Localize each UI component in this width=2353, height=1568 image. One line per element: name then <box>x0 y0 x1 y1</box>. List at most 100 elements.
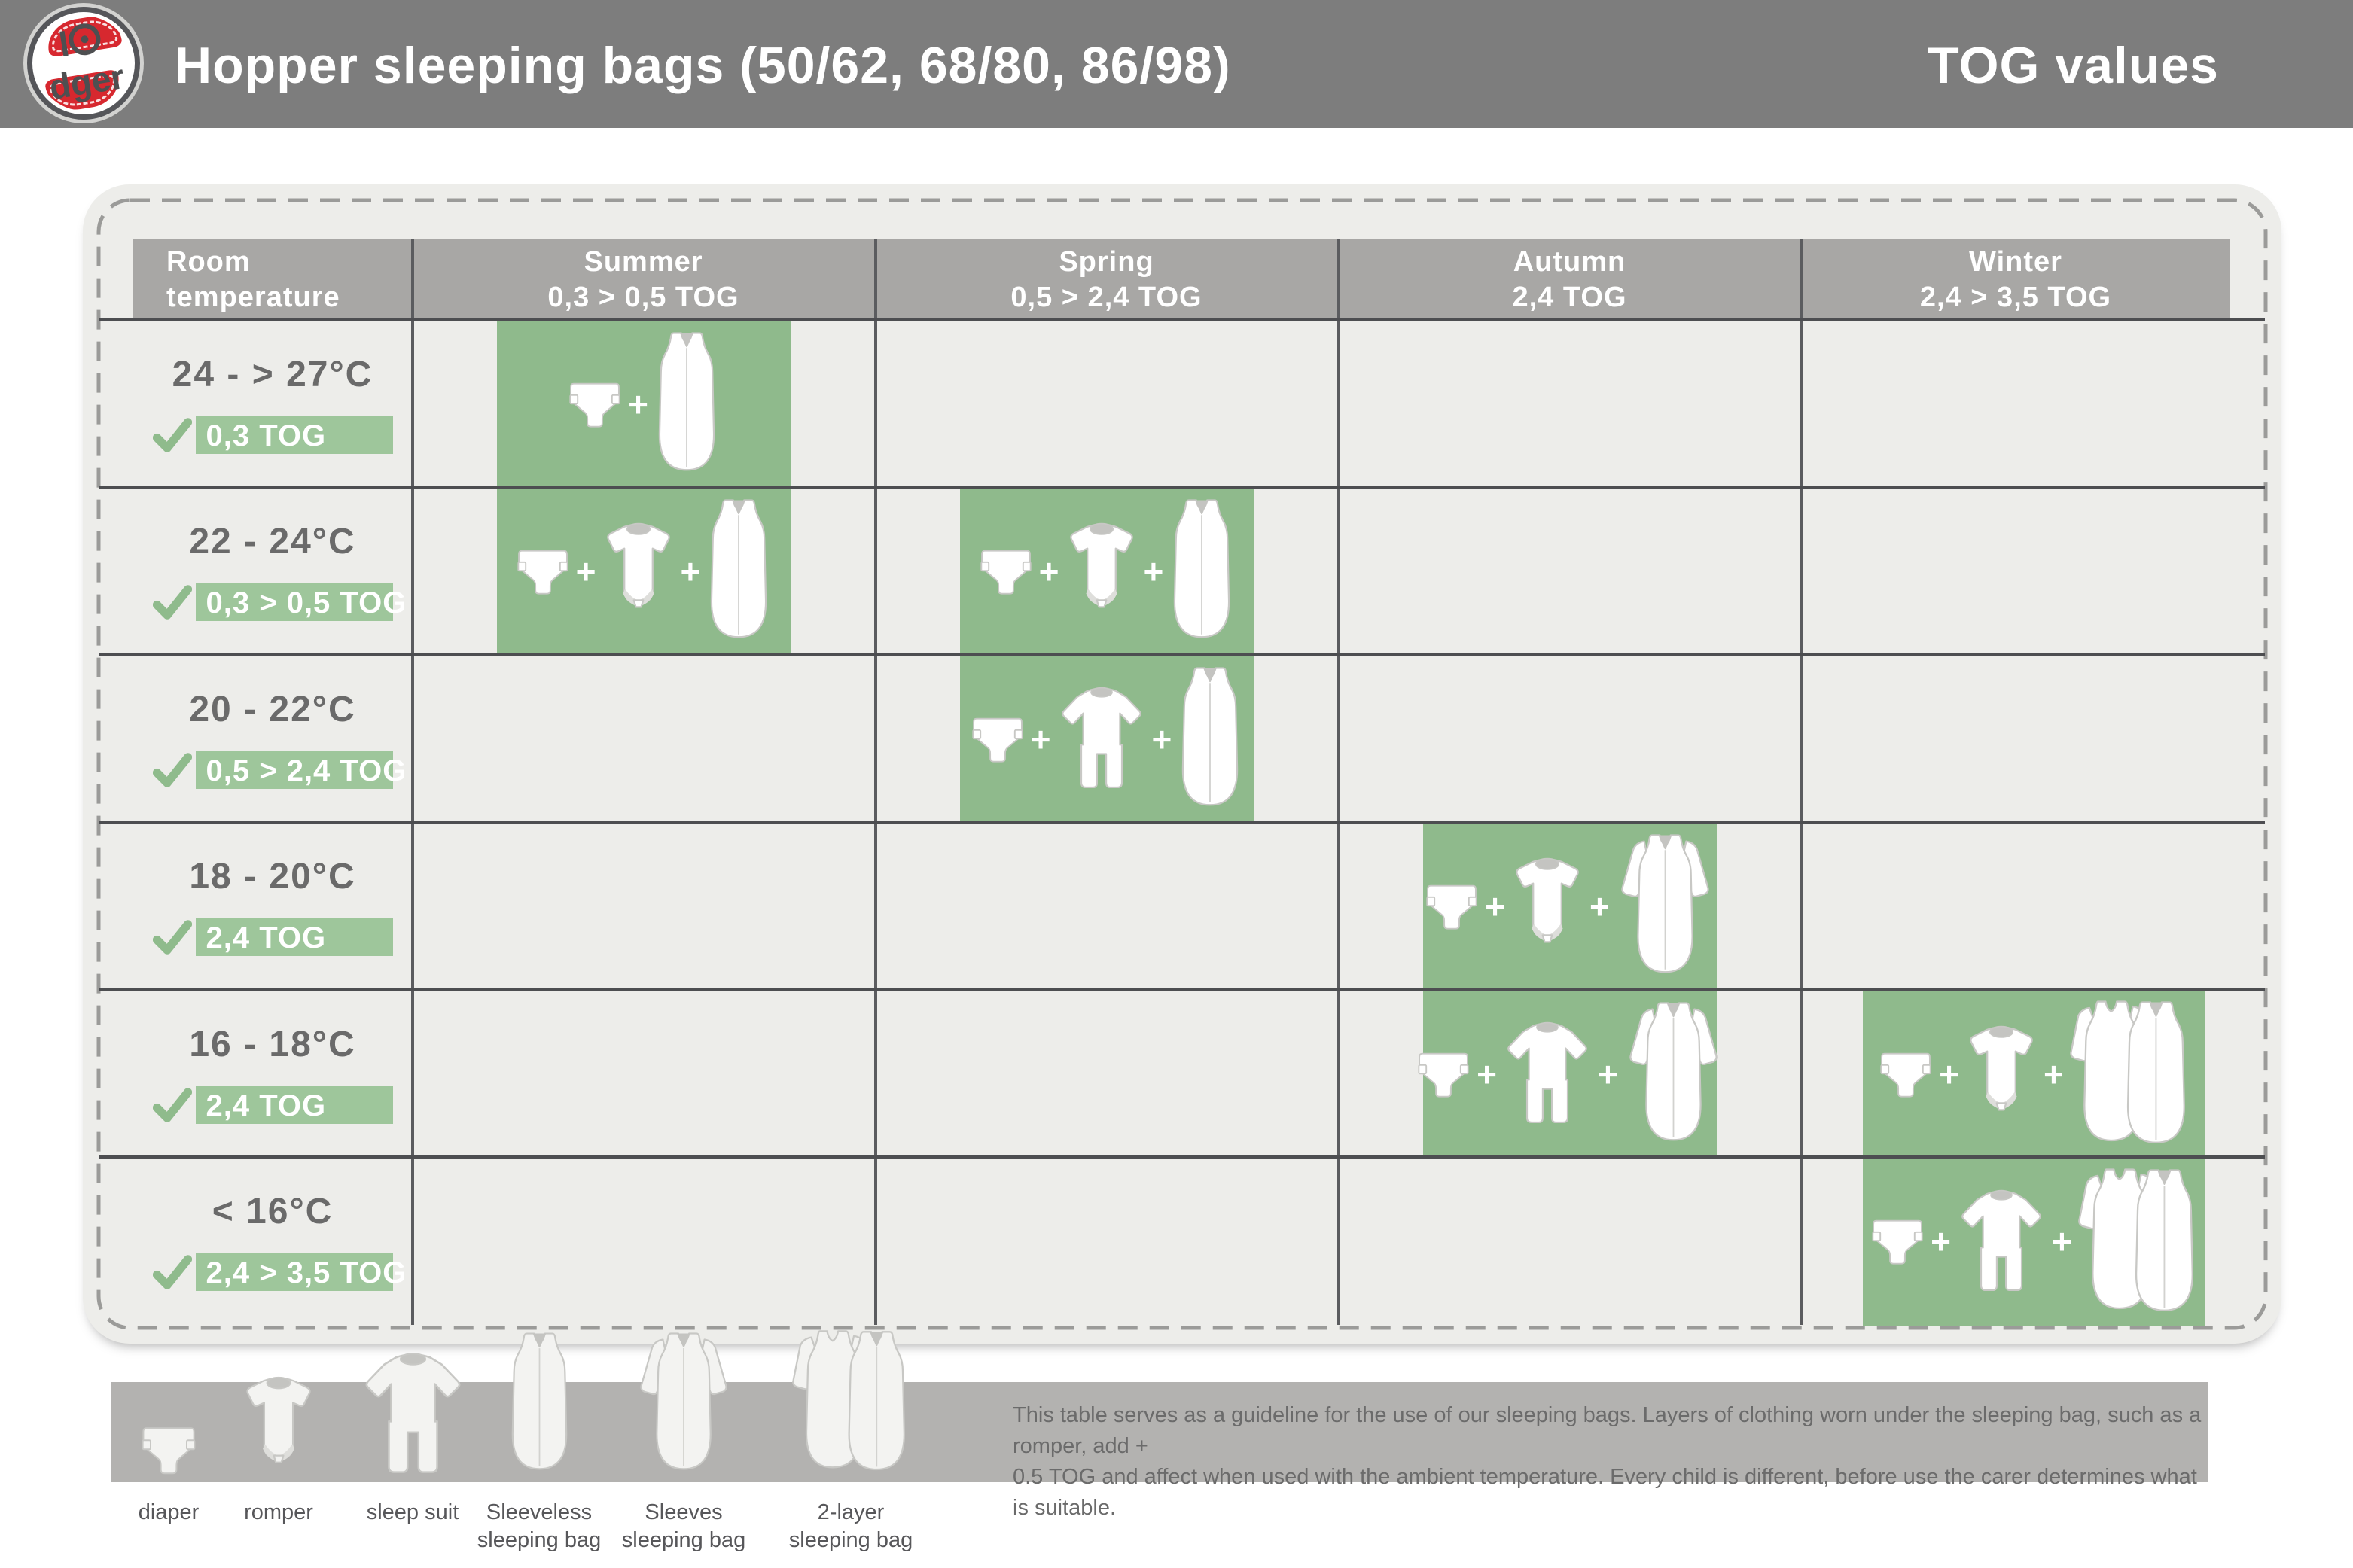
romper-icon <box>1970 1025 2033 1110</box>
diaper-icon <box>1426 884 1477 930</box>
check-icon <box>152 753 192 787</box>
legend-label-sleeves-bag: Sleeves sleeping bag <box>621 1500 746 1552</box>
legend-note: This table serves as a guideline for the… <box>1013 1400 2202 1524</box>
temp-range-label: 18 - 20°C <box>189 857 356 897</box>
legend-label-sleeveless-bag: Sleeveless sleeping bag <box>477 1500 602 1552</box>
plus-icon: + <box>1143 552 1164 591</box>
column-title: Winter <box>1969 245 2062 278</box>
top-bar: l dger Hopper sleeping bags (50/62, 68/80… <box>0 0 2353 128</box>
tog-row: 2,4 TOG <box>152 918 393 957</box>
dashed-border <box>96 198 2268 1330</box>
two-layer-bag-icon <box>2070 1000 2185 1143</box>
diaper-icon <box>569 382 620 428</box>
legend-diaper-icon <box>139 1422 199 1478</box>
plus-icon: + <box>1485 887 1505 926</box>
row-divider <box>99 653 2265 656</box>
check-icon <box>152 1255 192 1289</box>
plus-icon: + <box>1931 1222 1951 1261</box>
column-header-autumn: Autumn 2,4 TOG <box>1338 239 1801 320</box>
column-title: Autumn <box>1513 245 1626 278</box>
column-title: Spring <box>1059 245 1154 278</box>
combo-spring-row-2: + + <box>959 487 1254 656</box>
column-divider <box>411 239 414 1325</box>
room-temp-row-5: 16 - 18°C 2,4 TOG <box>133 990 412 1158</box>
tog-table: Room temperature Summer 0,3 > 0,5 TOG Spring… <box>99 239 2265 1326</box>
column-tog-range: 2,4 TOG <box>1512 281 1627 313</box>
column-header-summer: Summer 0,3 > 0,5 TOG <box>412 239 875 320</box>
tog-badge: 2,4 TOG <box>195 918 393 957</box>
plus-icon: + <box>1598 1054 1618 1094</box>
row-divider <box>99 988 2265 991</box>
temp-range-label: 24 - > 27°C <box>172 354 373 394</box>
tog-badge: 0,5 > 2,4 TOG <box>195 751 406 789</box>
column-tog-range: 0,5 > 2,4 TOG <box>1010 281 1202 313</box>
plus-icon: + <box>1038 552 1059 591</box>
diaper-icon <box>1872 1219 1923 1265</box>
tog-row: 0,5 > 2,4 TOG <box>152 751 406 789</box>
plus-icon: + <box>2052 1222 2072 1261</box>
sleeves-bag-icon <box>1621 834 1709 973</box>
room-temp-row-2: 22 - 24°C 0,3 > 0,5 TOG <box>133 488 412 656</box>
column-tog-range: temperature <box>166 281 340 313</box>
sleep-suit-icon <box>1507 1021 1587 1123</box>
sleeves-bag-icon <box>1629 1001 1718 1140</box>
tog-badge: 0,3 TOG <box>195 416 393 454</box>
room-temp-row-1: 24 - > 27°C 0,3 TOG <box>133 320 412 488</box>
row-divider <box>99 318 2265 321</box>
temp-range-label: 20 - 22°C <box>189 689 356 729</box>
legend-note-line-1: This table serves as a guideline for the… <box>1013 1403 2202 1458</box>
legend-label-diaper: diaper <box>138 1500 200 1524</box>
legend-label-sleep-suit: sleep suit <box>366 1500 459 1524</box>
column-header-spring: Spring 0,5 > 2,4 TOG <box>875 239 1338 320</box>
tog-table-card: Room temperature Summer 0,3 > 0,5 TOG Spring… <box>83 184 2281 1344</box>
tog-badge: 2,4 TOG <box>195 1085 393 1124</box>
legend-label-two-layer-bag: 2-layer sleeping bag <box>788 1500 913 1552</box>
diaper-icon <box>980 550 1032 595</box>
page-title: Hopper sleeping bags (50/62, 68/80, 86/9… <box>175 37 1231 94</box>
legend-romper-icon <box>240 1375 317 1478</box>
row-divider <box>99 1155 2265 1159</box>
plus-icon: + <box>1151 719 1172 759</box>
check-icon <box>152 585 192 620</box>
combo-winter-row-6: + + <box>1863 1157 2205 1326</box>
column-title: Room <box>166 245 251 278</box>
legend-two-layer-bag-icon <box>791 1326 911 1478</box>
diaper-icon <box>971 717 1023 763</box>
temp-range-label: 16 - 18°C <box>189 1024 356 1064</box>
diaper-icon <box>142 1427 196 1475</box>
sleeveless-bag-icon <box>511 1332 567 1470</box>
legend-sleeves-bag-icon <box>633 1330 734 1478</box>
check-icon <box>152 1088 192 1122</box>
room-temp-row-3: 20 - 22°C 0,5 > 2,4 TOG <box>133 655 412 823</box>
combo-summer-row-1: + <box>496 320 791 488</box>
tog-row: 0,3 > 0,5 TOG <box>152 583 406 622</box>
tog-values-title: TOG values <box>1928 37 2219 94</box>
row-divider <box>99 486 2265 489</box>
logo-text: l dger <box>26 14 140 110</box>
romper-icon <box>1516 857 1579 943</box>
romper-icon <box>1069 522 1133 608</box>
combo-winter-row-5: + + <box>1863 990 2205 1158</box>
column-tog-range: 0,3 > 0,5 TOG <box>547 281 739 313</box>
legend-bar: This table serves as a guideline for the… <box>111 1330 2208 1552</box>
sleeves-bag-icon <box>640 1332 727 1470</box>
sleep-suit-icon <box>365 1353 460 1473</box>
combo-autumn-row-5: + + <box>1418 990 1718 1158</box>
temp-range-label: < 16°C <box>212 1192 334 1232</box>
legend-label-romper: romper <box>244 1500 313 1524</box>
romper-icon <box>606 522 670 608</box>
plus-icon: + <box>1939 1054 1959 1094</box>
sleeveless-bag-icon <box>1182 666 1239 805</box>
check-icon <box>152 920 192 955</box>
tog-row: 2,4 > 3,5 TOG <box>152 1253 406 1292</box>
column-divider <box>874 239 877 1325</box>
combo-autumn-row-4: + + <box>1422 822 1717 991</box>
check-icon <box>152 418 192 452</box>
sleeveless-bag-icon <box>1174 499 1230 638</box>
tog-row: 2,4 TOG <box>152 1085 393 1124</box>
romper-icon <box>246 1376 311 1463</box>
room-temp-row-6: < 16°C 2,4 > 3,5 TOG <box>133 1158 412 1326</box>
tog-badge: 0,3 > 0,5 TOG <box>195 583 406 622</box>
sleeveless-bag-icon <box>658 331 715 470</box>
plus-icon: + <box>680 552 701 591</box>
